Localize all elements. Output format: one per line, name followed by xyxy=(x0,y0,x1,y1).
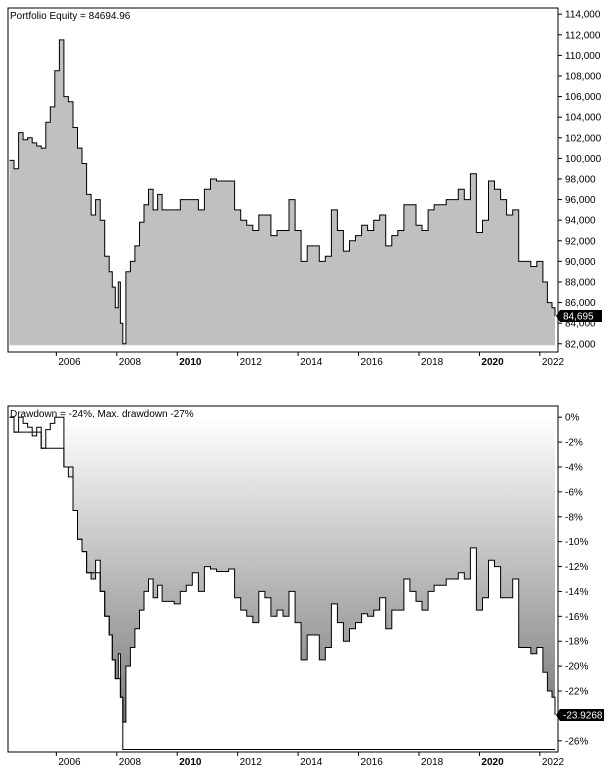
y-tick-label: 0% xyxy=(565,413,580,424)
y-tick-label: 108,000 xyxy=(565,71,602,82)
chart-title: Portfolio Equity = 84694.96 xyxy=(10,11,131,22)
x-tick-label: 2018 xyxy=(421,757,444,768)
x-tick-label: 2016 xyxy=(361,757,384,768)
last-value-label: 84,695 xyxy=(563,312,594,323)
x-tick-label: 2006 xyxy=(58,757,81,768)
y-tick-label: -2% xyxy=(565,438,583,449)
y-tick-label: -14% xyxy=(565,587,588,598)
y-tick-label: 96,000 xyxy=(565,195,596,206)
x-tick-label: 2022 xyxy=(542,757,565,768)
series-area-fill xyxy=(9,39,555,346)
y-tick-label: -18% xyxy=(565,637,588,648)
x-tick-label: 2016 xyxy=(361,357,384,368)
x-tick-label: 2014 xyxy=(300,757,323,768)
x-tick-label: 2022 xyxy=(542,357,565,368)
plot-frame xyxy=(7,7,559,353)
drawdown-chart: Drawdown = -24%, Max. drawdown -27% 0% -2%… xyxy=(7,405,604,768)
y-tick-label: 112,000 xyxy=(565,30,601,41)
y-tick-label: 90,000 xyxy=(565,257,596,268)
y-tick-label: -6% xyxy=(565,487,583,498)
x-tick-label: 2012 xyxy=(240,357,263,368)
x-tick-label: 2014 xyxy=(300,357,323,368)
last-value-badge xyxy=(556,310,602,323)
series-area-fill xyxy=(9,417,555,723)
x-tick-label: 2006 xyxy=(58,357,81,368)
equity-panel: Portfolio Equity = 84694.96 114,000 112,00… xyxy=(0,0,612,370)
x-tick-label: 2020 xyxy=(481,757,504,768)
equity-chart: Portfolio Equity = 84694.96 114,000 112,00… xyxy=(7,7,602,368)
x-tick-label: 2008 xyxy=(119,757,142,768)
y-tick-label: -22% xyxy=(565,687,588,698)
x-tick-label: 2010 xyxy=(179,357,202,368)
y-tick-label: 102,000 xyxy=(565,133,602,144)
y-tick-label: -20% xyxy=(565,662,588,673)
y-tick-label: 94,000 xyxy=(565,216,596,227)
x-tick-label: 2012 xyxy=(240,757,263,768)
y-tick-label: -8% xyxy=(565,512,583,523)
y-tick-label: 100,000 xyxy=(565,154,602,165)
y-tick-label: 104,000 xyxy=(565,113,602,124)
series-line-max-drawdown xyxy=(9,416,555,750)
y-tick-label: -16% xyxy=(565,612,588,623)
y-tick-label: -4% xyxy=(565,462,583,473)
series-line-equity xyxy=(9,39,556,345)
y-tick-label: -10% xyxy=(565,537,588,548)
x-tick-label: 2018 xyxy=(421,357,444,368)
plot-frame xyxy=(7,405,559,753)
x-tick-label: 2020 xyxy=(481,357,504,368)
y-tick-label: 92,000 xyxy=(565,236,596,247)
y-tick-label: 110,000 xyxy=(565,51,601,62)
x-tick-label: 2008 xyxy=(119,357,142,368)
y-tick-label: 84,000 xyxy=(565,319,596,330)
chart-title: Drawdown = -24%, Max. drawdown -27% xyxy=(10,409,194,420)
y-tick-label: 86,000 xyxy=(565,298,596,309)
y-tick-label: -12% xyxy=(565,562,588,573)
last-value-label: -23.9268 xyxy=(563,710,603,721)
drawdown-panel: Drawdown = -24%, Max. drawdown -27% 0% -2%… xyxy=(0,400,612,771)
y-tick-label: 114,000 xyxy=(565,10,601,21)
y-tick-label: 88,000 xyxy=(565,277,596,288)
y-tick-label: 82,000 xyxy=(565,339,596,350)
x-tick-label: 2010 xyxy=(179,757,202,768)
y-tick-label: 106,000 xyxy=(565,92,602,103)
y-tick-label: 98,000 xyxy=(565,174,596,185)
y-tick-label: -26% xyxy=(565,736,588,747)
last-value-badge xyxy=(556,708,604,721)
